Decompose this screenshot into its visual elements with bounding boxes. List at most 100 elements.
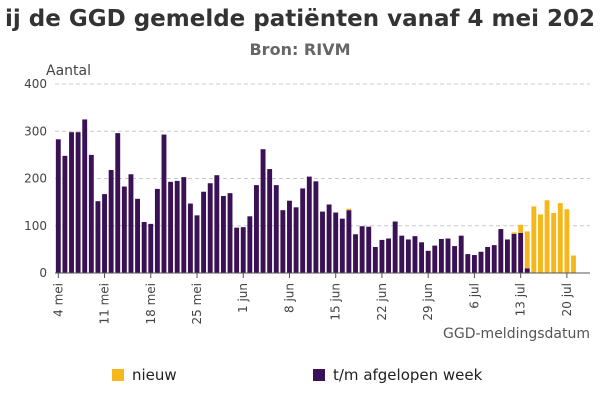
bar-previous bbox=[511, 233, 517, 273]
bar-previous bbox=[339, 218, 345, 273]
bar-previous bbox=[214, 175, 220, 273]
bar-previous bbox=[445, 238, 451, 273]
bar-nieuw bbox=[531, 206, 537, 273]
bar-previous bbox=[478, 251, 484, 273]
bar-previous bbox=[333, 212, 339, 273]
bar-previous bbox=[69, 132, 74, 273]
y-tick-label: 300 bbox=[24, 124, 47, 138]
bar-previous bbox=[161, 134, 167, 273]
bar-previous bbox=[491, 245, 497, 273]
bar-previous bbox=[260, 149, 266, 273]
legend-swatch-nieuw bbox=[112, 369, 124, 381]
bar-previous bbox=[471, 255, 477, 273]
y-tick-label: 0 bbox=[39, 266, 47, 280]
bar-previous bbox=[392, 221, 398, 273]
x-tick-label: 20 jul bbox=[560, 283, 574, 316]
x-tick-label: 25 mei bbox=[190, 283, 204, 325]
bar-previous bbox=[154, 188, 160, 273]
bar-previous bbox=[313, 181, 319, 273]
bar-previous bbox=[438, 238, 444, 273]
bar-previous bbox=[75, 132, 81, 273]
bar-previous bbox=[524, 268, 530, 273]
bar-previous bbox=[425, 250, 431, 273]
bar-previous bbox=[287, 200, 292, 273]
bar-previous bbox=[194, 215, 200, 273]
x-tick-label: 13 jul bbox=[514, 283, 528, 316]
bar-previous bbox=[201, 191, 207, 273]
bar-previous bbox=[174, 180, 180, 273]
bar-nieuw bbox=[544, 200, 550, 273]
bar-nieuw bbox=[557, 203, 563, 273]
bar-previous bbox=[95, 201, 101, 273]
x-tick-label: 18 mei bbox=[144, 283, 158, 325]
bar-previous bbox=[187, 203, 193, 273]
bar-nieuw bbox=[564, 209, 570, 273]
x-tick-label: 22 jun bbox=[375, 283, 389, 321]
bar-nieuw bbox=[346, 208, 352, 211]
bar-previous bbox=[405, 239, 411, 273]
bar-previous bbox=[168, 181, 174, 273]
bar-previous bbox=[504, 239, 510, 273]
bar-previous bbox=[293, 207, 299, 273]
bar-previous bbox=[141, 221, 147, 273]
bar-previous bbox=[128, 174, 134, 273]
bar-previous bbox=[273, 185, 279, 273]
axes: 4 mei 11 mei 18 mei 25 mei 1 jun 8 jun 15 jun 2… bbox=[51, 272, 590, 325]
bar-previous bbox=[346, 210, 352, 273]
bar-previous bbox=[234, 227, 240, 273]
bar-previous bbox=[518, 232, 524, 273]
bar-previous bbox=[135, 198, 141, 273]
x-axis-label: GGD-meldingsdatum bbox=[443, 326, 590, 342]
bar-previous bbox=[254, 185, 259, 273]
bar-previous bbox=[498, 229, 504, 273]
bar-previous bbox=[121, 186, 127, 273]
bar-previous bbox=[458, 235, 464, 273]
x-tick-label: 11 mei bbox=[98, 283, 112, 325]
bar-previous bbox=[240, 227, 246, 273]
x-tick-label: 6 jul bbox=[467, 283, 481, 309]
bar-previous bbox=[366, 226, 372, 273]
bar-previous bbox=[181, 177, 187, 273]
bar-previous bbox=[359, 226, 365, 273]
bars bbox=[55, 119, 576, 273]
x-tick-label: 4 mei bbox=[51, 283, 65, 317]
bar-previous bbox=[220, 195, 226, 273]
bar-previous bbox=[108, 169, 114, 273]
bar-previous bbox=[88, 154, 94, 273]
x-tick-label: 1 jun bbox=[236, 283, 250, 313]
bar-previous bbox=[280, 210, 286, 273]
bar-previous bbox=[207, 183, 213, 273]
bar-nieuw bbox=[571, 255, 576, 273]
legend-swatch-previous bbox=[313, 369, 325, 381]
bar-previous bbox=[353, 234, 358, 273]
legend-item-nieuw: nieuw bbox=[112, 366, 177, 384]
bar-previous bbox=[399, 235, 405, 273]
bar-nieuw bbox=[518, 224, 524, 233]
bar-previous bbox=[148, 223, 154, 273]
chart-subtitle: Bron: RIVM bbox=[249, 40, 351, 59]
legend-label-nieuw: nieuw bbox=[132, 366, 177, 384]
bar-nieuw bbox=[551, 212, 557, 273]
x-tick-label: 15 jun bbox=[329, 283, 343, 321]
bar-previous bbox=[372, 247, 378, 273]
bar-previous bbox=[432, 245, 438, 273]
bar-previous bbox=[227, 193, 233, 273]
bar-previous bbox=[412, 236, 418, 273]
bar-previous bbox=[55, 139, 61, 273]
x-tick-label: 8 jun bbox=[282, 283, 296, 313]
y-axis-label: Aantal bbox=[46, 63, 91, 79]
bar-previous bbox=[465, 254, 471, 273]
bar-previous bbox=[306, 176, 312, 273]
bar-previous bbox=[82, 119, 88, 273]
bar-nieuw bbox=[511, 232, 517, 234]
bar-previous bbox=[386, 238, 391, 273]
bar-nieuw bbox=[524, 231, 530, 269]
bar-previous bbox=[379, 239, 385, 273]
bar-previous bbox=[419, 242, 425, 273]
bar-previous bbox=[62, 155, 68, 273]
bar-nieuw bbox=[538, 214, 543, 273]
bar-previous bbox=[267, 169, 273, 273]
y-tick-label: 200 bbox=[24, 172, 47, 186]
chart-title: ij de GGD gemelde patiënten vanaf 4 mei … bbox=[5, 6, 595, 32]
bar-previous bbox=[452, 246, 458, 273]
